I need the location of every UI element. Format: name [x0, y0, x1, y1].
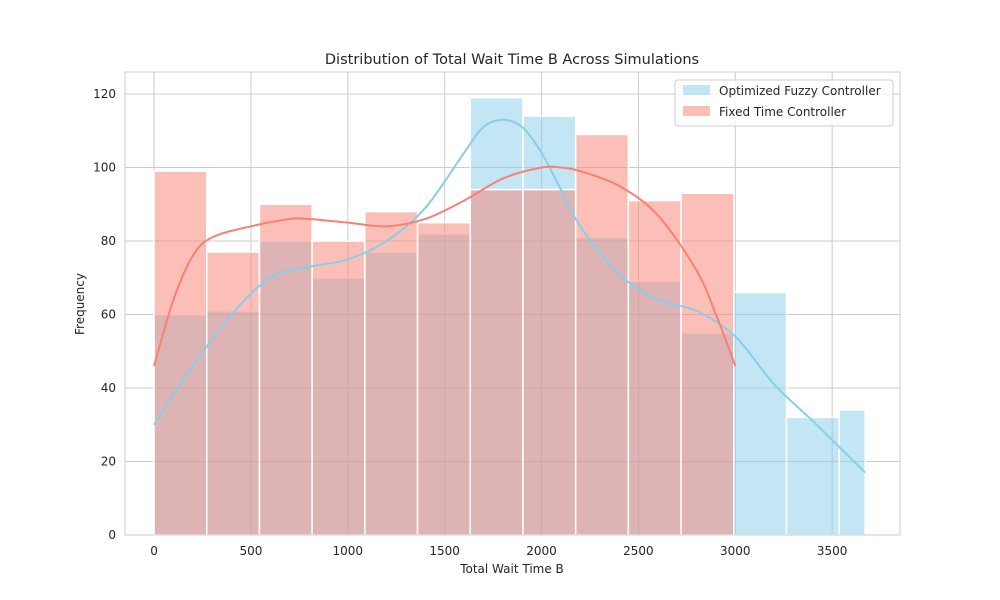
- histogram-bar-fixed-time: [627, 199, 682, 536]
- histogram-bar-fixed-time: [574, 133, 630, 536]
- x-tick-label: 3500: [817, 544, 848, 558]
- x-axis-label: Total Wait Time B: [459, 562, 564, 576]
- kde-layer: [153, 118, 866, 474]
- histogram-bar-fixed-time: [469, 188, 524, 536]
- x-tick-label: 0: [150, 544, 158, 558]
- chart-title: Distribution of Total Wait Time B Across…: [325, 52, 699, 68]
- plot-frame: [124, 71, 901, 536]
- y-tick-label: 40: [101, 381, 116, 395]
- histogram-bar-fixed-time: [680, 192, 735, 536]
- kde-line-optimized-fuzzy: [153, 118, 866, 474]
- x-tick-label: 1500: [429, 544, 460, 558]
- histogram-bar-fixed-time: [522, 188, 577, 536]
- ticks-layer: 0 500 1000 1500 2000 2500 3000 3500 0 20 40 60 80 100…: [93, 87, 847, 558]
- y-tick-label: 0: [108, 528, 116, 542]
- y-tick-label: 120: [93, 87, 116, 101]
- legend-box: [674, 79, 894, 127]
- kde-line-fixed-time: [153, 165, 737, 367]
- y-tick-label: 100: [93, 161, 116, 175]
- histogram-bar-fixed-time: [311, 240, 366, 536]
- histogram-bar-optimized-fuzzy: [785, 416, 840, 536]
- y-tick-label: 80: [101, 234, 116, 248]
- histogram-bar-fixed-time: [153, 170, 208, 536]
- y-tick-label: 20: [101, 455, 116, 469]
- x-tick-label: 500: [239, 544, 262, 558]
- legend: Optimized Fuzzy Controller Fixed Time Co…: [674, 79, 894, 127]
- histogram-bar-optimized-fuzzy: [838, 409, 866, 536]
- histogram-bar-fixed-time: [416, 221, 472, 536]
- legend-label-fixed-time: Fixed Time Controller: [719, 105, 846, 119]
- x-tick-label: 2500: [623, 544, 654, 558]
- legend-swatch-optimized-fuzzy: [683, 85, 710, 95]
- legend-label-optimized-fuzzy: Optimized Fuzzy Controller: [719, 84, 881, 98]
- legend-swatch-fixed-time: [683, 106, 710, 116]
- y-axis-label: Frequency: [73, 273, 87, 335]
- x-tick-label: 1000: [333, 544, 364, 558]
- x-tick-label: 2000: [526, 544, 557, 558]
- histogram-bar-fixed-time: [364, 210, 419, 536]
- x-tick-label: 3000: [720, 544, 751, 558]
- histogram-bar-optimized-fuzzy: [733, 291, 788, 536]
- histogram-bar-fixed-time: [206, 251, 261, 536]
- bars-layer: [153, 96, 866, 536]
- y-tick-label: 60: [101, 308, 116, 322]
- histogram-bar-fixed-time: [258, 203, 313, 536]
